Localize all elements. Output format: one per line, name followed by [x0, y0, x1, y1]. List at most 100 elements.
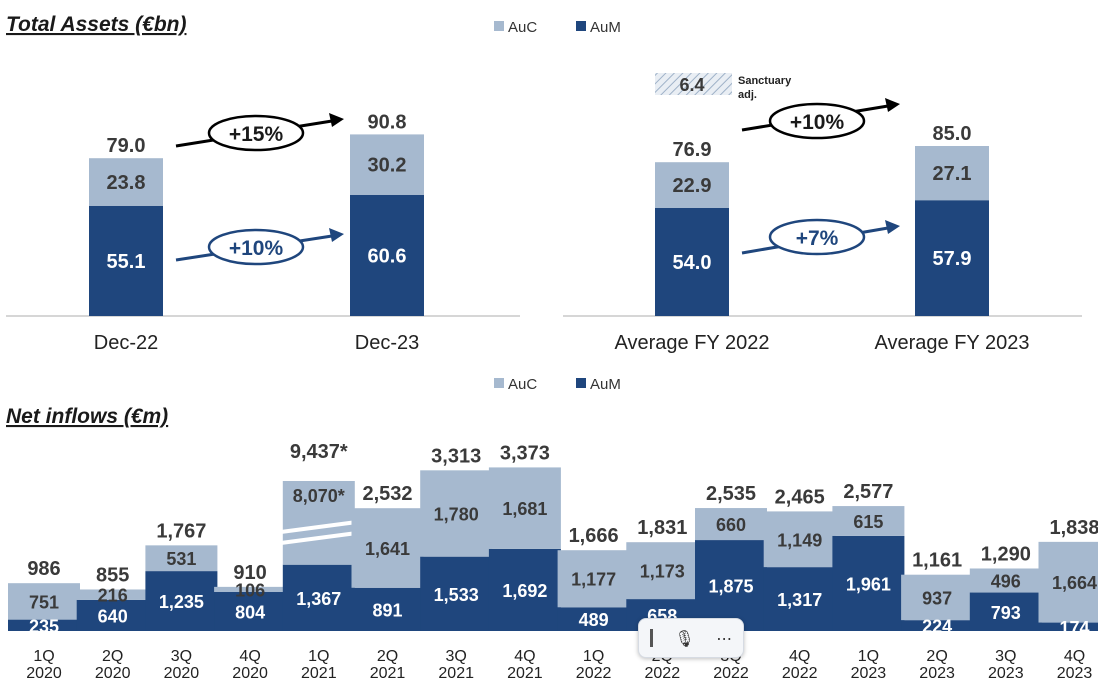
label-aum-q-15: 174 — [1059, 618, 1089, 638]
bar-aum-q-0 — [8, 619, 80, 631]
legend2-aum-label: AuM — [590, 376, 621, 393]
legend-top: AuC AuM — [494, 19, 621, 36]
bar-auc-1-0 — [655, 162, 729, 208]
label-aum-q-12: 1,961 — [846, 574, 891, 594]
bar-aum-q-15 — [1038, 622, 1098, 631]
legend2-auc-label: AuC — [508, 376, 537, 393]
arrow-auc-dec-head — [329, 113, 344, 127]
tick-label-quarter-13: 2Q — [926, 648, 947, 665]
bar-aum-q-12 — [832, 535, 905, 631]
bar-aum-q-14 — [969, 592, 1042, 631]
bar-auc-q-12 — [832, 506, 905, 536]
legend2-aum-swatch — [576, 378, 586, 388]
label-total-q-5: 2,532 — [362, 483, 412, 505]
bar-auc-1-1 — [915, 146, 989, 201]
bar-auc-0-1 — [350, 134, 424, 195]
bar-auc-q-8 — [557, 550, 630, 608]
bar-aum-q-13 — [901, 620, 974, 631]
tick-label-year-9: 2022 — [645, 665, 681, 680]
legend2-auc-swatch — [494, 378, 504, 388]
label-auc-0-0: 23.8 — [107, 172, 146, 194]
tick-label-quarter-7: 4Q — [514, 648, 535, 665]
label-total-q-11: 2,465 — [775, 486, 825, 508]
bar-auc-q-11 — [763, 511, 836, 568]
growth-arrows: +15% +10% +10% +7% — [175, 98, 900, 266]
tick-label-year-1: 2020 — [95, 665, 131, 680]
bar-aum-q-1 — [76, 599, 149, 631]
microphone-icon[interactable]: 🎙 — [674, 628, 695, 648]
pill-auc-avg-label: +10% — [790, 111, 845, 134]
bar-aum-1-0 — [655, 208, 729, 316]
bar-auc-q-6 — [420, 470, 493, 557]
tick-label-1-1: Average FY 2023 — [875, 332, 1030, 354]
sanctuary-label-line2: adj. — [738, 89, 757, 101]
legend-aum-label: AuM — [590, 19, 621, 36]
bar-auc-q-0 — [8, 583, 80, 620]
tick-label-year-8: 2022 — [576, 665, 612, 680]
tick-label-year-4: 2021 — [301, 665, 337, 680]
bar-aum-1-1 — [915, 200, 989, 316]
bottom-bars: 2357519861Q20206402168552Q20201,2355311,… — [8, 441, 1098, 680]
label-aum-q-2: 1,235 — [159, 592, 204, 612]
tick-label-year-15: 2023 — [1057, 665, 1093, 680]
bar-auc-q-15 — [1038, 541, 1098, 623]
label-aum-q-10: 1,875 — [708, 577, 753, 597]
label-auc-1-0: 22.9 — [673, 175, 712, 197]
tick-label-year-2: 2020 — [164, 665, 200, 680]
sanctuary-value: 6.4 — [679, 75, 704, 95]
sanctuary-annotation: 6.4 Sanctuary adj. — [655, 73, 792, 101]
label-auc-q-4: 8,070* — [293, 486, 345, 506]
legend-bottom: AuC AuM — [494, 376, 621, 393]
label-aum-q-6: 1,533 — [434, 585, 479, 605]
bar-auc-q-9 — [626, 542, 699, 600]
arrow-aum-avg-head — [885, 220, 900, 234]
label-total-q-1: 855 — [96, 564, 129, 586]
label-auc-q-1: 216 — [98, 586, 128, 606]
label-auc-q-10: 660 — [716, 515, 746, 535]
tick-label-quarter-11: 4Q — [789, 648, 810, 665]
label-aum-q-1: 640 — [98, 606, 128, 626]
label-total-q-15: 1,838 — [1049, 517, 1098, 539]
label-aum-q-14: 793 — [991, 603, 1021, 623]
tick-label-year-11: 2022 — [782, 665, 818, 680]
tick-label-quarter-3: 4Q — [239, 648, 260, 665]
label-auc-q-15: 1,664 — [1052, 573, 1097, 593]
tick-label-year-0: 2020 — [26, 665, 62, 680]
bar-auc-q-3 — [214, 586, 287, 593]
label-total-q-4: 9,437* — [290, 441, 348, 463]
label-auc-q-8: 1,177 — [571, 570, 616, 590]
bar-aum-0-1 — [350, 194, 424, 316]
label-total-q-12: 2,577 — [843, 481, 893, 503]
drag-handle-icon[interactable] — [649, 629, 653, 647]
tick-label-quarter-4: 1Q — [308, 648, 329, 665]
bar-auc-q-7 — [488, 467, 561, 549]
label-aum-q-7: 1,692 — [502, 581, 547, 601]
pill-auc-avg — [768, 102, 866, 140]
legend-auc-label: AuC — [508, 19, 537, 36]
label-total-q-9: 1,831 — [637, 517, 687, 539]
net-inflows-title: Net inflows (€m) — [6, 405, 168, 428]
bar-auc-q-14 — [969, 568, 1042, 593]
bar-auc-q-5 — [351, 508, 424, 588]
label-auc-q-0: 751 — [29, 592, 59, 612]
label-auc-0-1: 30.2 — [368, 155, 407, 177]
bar-aum-q-4 — [282, 564, 355, 631]
label-total-q-7: 3,373 — [500, 442, 550, 464]
floating-voice-toolbar[interactable]: 🎙 ⋯ — [638, 618, 744, 658]
more-options-icon[interactable]: ⋯ — [716, 628, 733, 648]
label-auc-q-12: 615 — [853, 512, 883, 532]
label-aum-q-0: 235 — [29, 616, 59, 636]
label-total-q-3: 910 — [233, 562, 266, 584]
label-aum-q-13: 224 — [922, 617, 952, 637]
legend-aum-swatch — [576, 21, 586, 31]
bar-auc-q-13 — [901, 574, 974, 621]
bar-aum-q-8 — [557, 607, 630, 631]
label-auc-q-3: 106 — [235, 580, 265, 600]
label-total-q-0: 986 — [27, 558, 60, 580]
label-aum-1-1: 57.9 — [933, 248, 972, 270]
label-total-q-2: 1,767 — [156, 520, 206, 542]
pill-aum-dec — [207, 228, 305, 266]
axis-break-line-2 — [280, 531, 358, 545]
top-bars: 55.1 23.8 79.0 Dec-22 60.6 30.2 90.8 Dec-23 54.0… — [89, 111, 1029, 354]
